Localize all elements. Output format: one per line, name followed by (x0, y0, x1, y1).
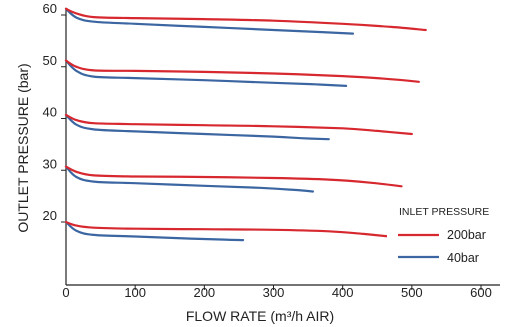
x-tick-label-100: 100 (124, 285, 146, 300)
x-axis: 0 100 200 300 400 500 600 (62, 285, 500, 300)
series-line-200bar-60 (66, 9, 426, 30)
y-tick-label-60: 60 (43, 1, 57, 16)
legend-label-40bar: 40bar (447, 251, 479, 265)
x-axis-title: FLOW RATE (m³/h AIR) (186, 308, 334, 324)
series-line-40bar-20 (66, 222, 243, 240)
x-tick-label-400: 400 (332, 285, 354, 300)
y-tick-label-20: 20 (43, 208, 57, 223)
series-line-200bar-20 (66, 222, 395, 237)
y-tick-label-50: 50 (43, 53, 57, 68)
series-layer (66, 9, 426, 240)
y-axis-title: OUTLET PRESSURE (bar) (15, 63, 31, 232)
y-tick-label-40: 40 (43, 105, 57, 120)
x-tick-label-500: 500 (401, 285, 423, 300)
series-line-40bar-50 (66, 61, 346, 86)
x-tick-label-300: 300 (263, 285, 285, 300)
x-tick-label-600: 600 (470, 285, 492, 300)
legend-label-200bar: 200bar (447, 228, 486, 242)
legend: INLET PRESSURE 200bar 40bar (387, 200, 489, 272)
y-axis: 20 30 40 50 60 (43, 1, 66, 285)
x-tick-label-0: 0 (62, 285, 69, 300)
y-tick-label-30: 30 (43, 156, 57, 171)
x-tick-label-200: 200 (193, 285, 215, 300)
legend-title: INLET PRESSURE (399, 206, 489, 218)
